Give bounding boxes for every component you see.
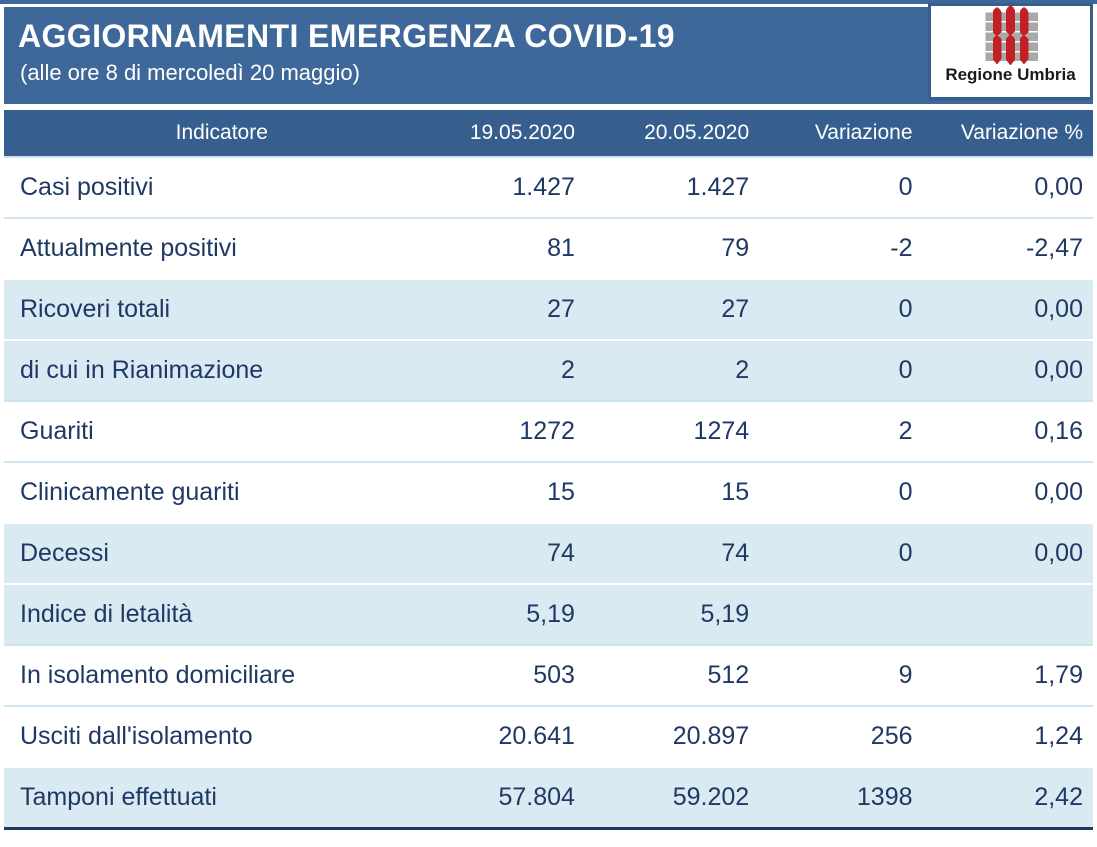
cell-indicator: Ricoveri totali	[20, 295, 171, 323]
column-header-indicatore: Indicatore	[175, 121, 268, 144]
cell-variation-pct: 0,00	[1034, 356, 1083, 384]
cell-value-curr: 1.427	[686, 173, 750, 201]
cell-variation: 1398	[856, 782, 913, 811]
cell-indicator: Usciti dall'isolamento	[20, 722, 253, 750]
table-row: Tamponi effettuati 57.804 59.202 1398 2,…	[4, 767, 1093, 828]
column-header-variation-pct: Variazione %	[960, 121, 1083, 144]
cell-variation: -2	[890, 234, 913, 262]
table-row: Casi positivi 1.427 1.427 0 0,00	[4, 157, 1093, 218]
regione-umbria-logo: Regione Umbria	[928, 3, 1093, 100]
table-body: Casi positivi 1.427 1.427 0 0,00 Attualm…	[4, 157, 1093, 828]
cell-value-curr: 1274	[693, 417, 750, 445]
cell-indicator: In isolamento domiciliare	[20, 661, 296, 689]
table-row: Clinicamente guariti 15 15 0 0,00	[4, 462, 1093, 523]
cell-variation-pct: 0,16	[1034, 417, 1083, 445]
cell-variation-pct	[941, 584, 1093, 645]
cell-variation-pct: -2,47	[1026, 234, 1083, 262]
cell-value-prev: 1.427	[512, 173, 575, 201]
cell-value-prev: 20.641	[498, 722, 575, 750]
cell-value-prev: 2	[561, 356, 575, 384]
cell-variation-pct: 0,00	[1034, 539, 1083, 567]
cell-value-curr: 15	[721, 478, 750, 506]
cell-variation-pct: 0,00	[1034, 295, 1083, 323]
cell-indicator: Indice di letalità	[20, 600, 193, 628]
cell-variation: 2	[898, 417, 913, 445]
cell-variation: 256	[870, 722, 913, 750]
cell-variation: 0	[898, 478, 913, 506]
cell-variation-pct: 0,00	[1034, 173, 1083, 201]
cell-indicator: Guariti	[20, 417, 94, 445]
cell-value-prev: 74	[547, 539, 575, 567]
umbria-ceri-icon	[983, 5, 1038, 65]
cell-value-curr: 5,19	[700, 600, 750, 628]
cell-variation: 0	[898, 356, 913, 384]
cell-variation: 9	[898, 661, 913, 689]
cell-value-curr: 74	[721, 539, 750, 567]
cell-value-curr: 20.897	[672, 722, 750, 750]
table-row: Usciti dall'isolamento 20.641 20.897 256…	[4, 706, 1093, 767]
column-header-date-prev: 19.05.2020	[469, 121, 575, 144]
cell-value-curr: 512	[707, 661, 750, 689]
table-row: Decessi 74 74 0 0,00	[4, 523, 1093, 584]
cell-value-curr: 59.202	[672, 782, 750, 811]
cell-value-prev: 57.804	[498, 782, 575, 811]
covid-indicators-table: Indicatore 19.05.2020 20.05.2020 Variazi…	[4, 110, 1093, 830]
logo-text: Regione Umbria	[945, 65, 1076, 84]
table-row: Attualmente positivi 81 79 -2 -2,47	[4, 218, 1093, 279]
cell-value-curr: 79	[721, 234, 750, 262]
cell-variation-pct: 0,00	[1034, 478, 1083, 506]
cell-indicator: di cui in Rianimazione	[20, 356, 264, 384]
cero-icon	[992, 7, 1002, 64]
column-header-date-curr: 20.05.2020	[644, 121, 750, 144]
cell-indicator: Tamponi effettuati	[20, 782, 217, 811]
cell-value-prev: 5,19	[526, 600, 575, 628]
page-subtitle: (alle ore 8 di mercoledì 20 maggio)	[20, 59, 360, 85]
cell-value-prev: 81	[547, 234, 575, 262]
cell-indicator: Attualmente positivi	[20, 234, 237, 262]
cell-value-curr: 27	[721, 295, 750, 323]
table-row: Guariti 1272 1274 2 0,16	[4, 401, 1093, 462]
cell-variation	[777, 584, 940, 645]
cell-variation-pct: 1,24	[1034, 722, 1083, 750]
cell-value-prev: 503	[533, 661, 575, 689]
table-header-row: Indicatore 19.05.2020 20.05.2020 Variazi…	[4, 110, 1093, 157]
cell-value-prev: 15	[547, 478, 575, 506]
cell-indicator: Decessi	[20, 539, 109, 567]
cero-icon	[1006, 5, 1015, 65]
table-row: di cui in Rianimazione 2 2 0 0,00	[4, 340, 1093, 401]
cell-value-prev: 1272	[519, 417, 575, 445]
cell-variation-pct: 2,42	[1034, 782, 1083, 811]
cell-variation: 0	[898, 539, 913, 567]
title-bar: AGGIORNAMENTI EMERGENZA COVID-19 (alle o…	[4, 7, 1093, 104]
top-accent-strip	[0, 0, 1097, 4]
cell-variation-pct: 1,79	[1034, 661, 1083, 689]
table-row: In isolamento domiciliare 503 512 9 1,79	[4, 645, 1093, 706]
table-row: Indice di letalità 5,19 5,19	[4, 584, 1093, 645]
cell-value-curr: 2	[735, 356, 750, 384]
cell-variation: 0	[898, 295, 913, 323]
cero-icon	[1019, 7, 1029, 64]
table-row: Ricoveri totali 27 27 0 0,00	[4, 279, 1093, 340]
column-header-variation: Variazione	[814, 121, 913, 144]
header: AGGIORNAMENTI EMERGENZA COVID-19 (alle o…	[4, 3, 1093, 104]
page-title: AGGIORNAMENTI EMERGENZA COVID-19	[18, 18, 675, 54]
cell-indicator: Clinicamente guariti	[20, 478, 240, 506]
cell-indicator: Casi positivi	[20, 173, 154, 201]
cell-value-prev: 27	[547, 295, 575, 323]
cell-variation: 0	[898, 173, 913, 201]
